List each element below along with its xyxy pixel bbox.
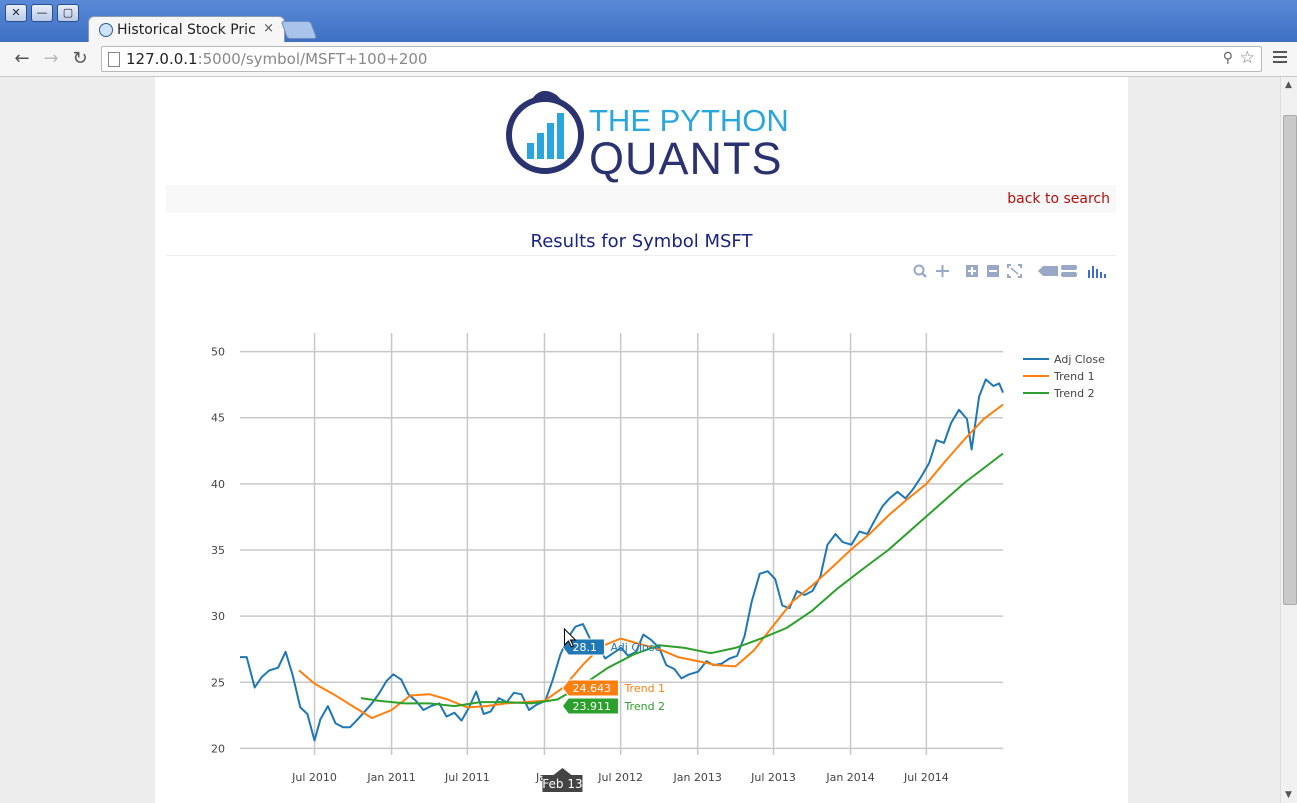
hover-value-box bbox=[561, 697, 619, 715]
logo-text-bottom: QUANTS bbox=[589, 133, 783, 184]
logo-text-top: THE PYTHON bbox=[589, 103, 789, 138]
tab-favicon-icon bbox=[99, 23, 113, 37]
forward-icon[interactable]: → bbox=[43, 48, 59, 69]
url-text[interactable]: 127.0.0.1:5000/symbol/MSFT+100+200 bbox=[126, 50, 427, 68]
window-minimize-button[interactable]: — bbox=[31, 4, 53, 22]
browser-menu-icon[interactable] bbox=[1273, 51, 1287, 65]
page-content: THE PYTHON QUANTS back to search Results… bbox=[155, 77, 1128, 803]
legend-label: Trend 1 bbox=[1053, 370, 1095, 383]
tab-title: Historical Stock Pric bbox=[117, 22, 255, 38]
page-icon bbox=[108, 52, 120, 67]
x-tick-label: Jan 2014 bbox=[825, 771, 874, 784]
window-close-button[interactable]: ✕ bbox=[5, 4, 27, 22]
autoscale-icon[interactable] bbox=[1007, 263, 1022, 278]
vertical-scrollbar[interactable]: ▲ ▼ bbox=[1280, 77, 1297, 803]
y-tick-label: 45 bbox=[211, 412, 225, 425]
browser-tab[interactable]: Historical Stock Pric × bbox=[88, 16, 285, 43]
hover-date-box bbox=[542, 768, 583, 792]
x-tick-label: Jul 2011 bbox=[444, 771, 490, 784]
zoom-icon[interactable]: ⚲ bbox=[1222, 50, 1233, 66]
scroll-down-arrow-icon[interactable]: ▼ bbox=[1285, 790, 1292, 800]
hover-date-label: Feb 13 bbox=[542, 777, 582, 791]
series-line-trend-2[interactable] bbox=[360, 452, 1004, 708]
mouse-cursor-icon bbox=[563, 627, 577, 648]
bookmark-star-icon[interactable]: ☆ bbox=[1239, 48, 1255, 68]
window-maximize-button[interactable]: ▢ bbox=[57, 4, 79, 22]
x-tick-label: Jul 2014 bbox=[903, 771, 949, 784]
address-bar[interactable]: 127.0.0.1:5000/symbol/MSFT+100+200 ⚲ ☆ bbox=[101, 46, 1262, 72]
y-tick-label: 40 bbox=[211, 478, 225, 491]
y-tick-label: 25 bbox=[211, 676, 225, 689]
stock-price-chart[interactable]: 20 25 30 35 40 45 50 Jul 2010 Jan 2011 Jul 2011 Ja… bbox=[155, 77, 1128, 803]
hover-closest-icon[interactable] bbox=[1037, 263, 1058, 276]
page-viewport: THE PYTHON QUANTS back to search Results… bbox=[0, 77, 1280, 803]
zoom-out-icon[interactable] bbox=[986, 263, 1001, 277]
title-divider bbox=[166, 255, 1116, 256]
pan-icon[interactable] bbox=[935, 263, 950, 277]
hover-value: 24.643 bbox=[572, 682, 611, 695]
y-tick-label: 30 bbox=[211, 610, 225, 623]
hover-value: 28.1 bbox=[572, 641, 597, 654]
series-line-trend-1[interactable] bbox=[298, 403, 1004, 719]
browser-toolbar: ← → ↻ 127.0.0.1:5000/symbol/MSFT+100+200… bbox=[0, 42, 1297, 77]
back-icon[interactable]: ← bbox=[14, 48, 30, 69]
hover-series-name: Adj Close bbox=[610, 641, 661, 654]
zoom-icon[interactable] bbox=[913, 263, 928, 278]
legend-label: Adj Close bbox=[1054, 353, 1105, 366]
url-host: 127.0.0.1 bbox=[126, 50, 198, 68]
scroll-up-arrow-icon[interactable]: ▲ bbox=[1285, 80, 1292, 90]
logo-mark-icon bbox=[506, 91, 584, 174]
scrollbar-thumb[interactable] bbox=[1283, 115, 1297, 605]
hover-series-name: Trend 2 bbox=[623, 700, 665, 713]
url-path: :5000/symbol/MSFT+100+200 bbox=[197, 50, 428, 68]
zoom-in-icon[interactable] bbox=[965, 263, 980, 277]
page-title: Results for Symbol MSFT bbox=[530, 231, 753, 252]
tab-close-icon[interactable]: × bbox=[263, 21, 274, 36]
reload-icon[interactable]: ↻ bbox=[72, 48, 88, 69]
y-tick-label: 50 bbox=[211, 346, 225, 359]
new-tab-button[interactable] bbox=[280, 21, 318, 39]
y-tick-label: 20 bbox=[211, 742, 225, 755]
x-tick-label: Jan 2011 bbox=[366, 771, 415, 784]
hover-value-box bbox=[561, 679, 619, 697]
y-tick-label: 35 bbox=[211, 544, 225, 557]
plotly-logo-icon[interactable] bbox=[1087, 263, 1106, 278]
back-to-search-link[interactable]: back to search bbox=[1007, 191, 1110, 207]
x-tick-label: Jul 2010 bbox=[291, 771, 337, 784]
x-tick-label: Jul 2013 bbox=[750, 771, 796, 784]
hover-compare-icon[interactable] bbox=[1060, 263, 1077, 277]
legend-label: Trend 2 bbox=[1053, 387, 1095, 400]
nav-bar: back to search bbox=[166, 185, 1116, 213]
hover-value: 23.911 bbox=[572, 700, 611, 713]
window-titlebar: ✕ — ▢ Historical Stock Pric × bbox=[0, 0, 1297, 43]
series-line-adj-close[interactable] bbox=[240, 378, 1004, 742]
python-quants-logo: THE PYTHON QUANTS bbox=[505, 89, 789, 184]
x-tick-label: Jan 2013 bbox=[672, 771, 721, 784]
hover-series-name: Trend 1 bbox=[623, 682, 665, 695]
x-tick-label: Jul 2012 bbox=[597, 771, 643, 784]
